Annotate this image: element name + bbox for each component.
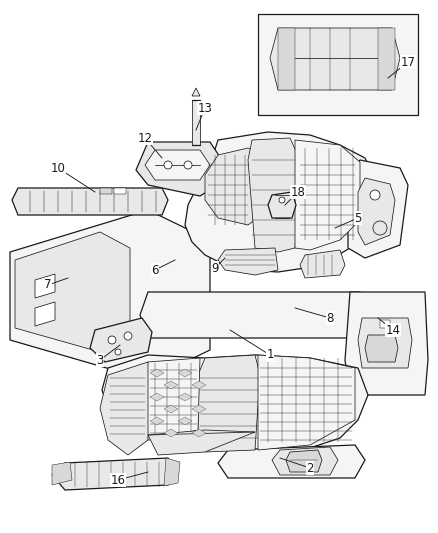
Polygon shape — [148, 358, 200, 440]
Polygon shape — [164, 381, 178, 389]
Text: 8: 8 — [326, 311, 334, 325]
Polygon shape — [114, 188, 126, 194]
Polygon shape — [286, 450, 322, 472]
Circle shape — [373, 221, 387, 235]
Circle shape — [370, 190, 380, 200]
Polygon shape — [164, 405, 178, 413]
Polygon shape — [150, 417, 164, 425]
Polygon shape — [100, 188, 112, 194]
Polygon shape — [164, 458, 180, 486]
Polygon shape — [10, 210, 210, 380]
Polygon shape — [178, 393, 192, 401]
Polygon shape — [258, 14, 418, 115]
Circle shape — [279, 197, 285, 203]
Text: 14: 14 — [385, 324, 400, 336]
Circle shape — [184, 161, 192, 169]
Polygon shape — [248, 138, 300, 252]
Polygon shape — [192, 381, 206, 389]
Polygon shape — [380, 320, 390, 328]
Polygon shape — [164, 429, 178, 437]
Polygon shape — [270, 28, 400, 90]
Text: 3: 3 — [96, 353, 104, 367]
Polygon shape — [148, 430, 255, 455]
Circle shape — [164, 161, 172, 169]
Text: 6: 6 — [151, 263, 159, 277]
Text: 2: 2 — [306, 462, 314, 474]
Polygon shape — [178, 369, 192, 377]
Text: 12: 12 — [138, 132, 152, 144]
Text: 1: 1 — [266, 349, 274, 361]
Text: 16: 16 — [110, 473, 126, 487]
Polygon shape — [272, 447, 338, 475]
Polygon shape — [192, 429, 206, 437]
Text: 10: 10 — [50, 161, 65, 174]
Polygon shape — [12, 188, 168, 215]
Polygon shape — [150, 369, 164, 377]
Polygon shape — [52, 458, 178, 490]
Text: 9: 9 — [211, 262, 219, 274]
Polygon shape — [365, 335, 398, 362]
Polygon shape — [358, 318, 412, 368]
Polygon shape — [100, 362, 155, 455]
Polygon shape — [192, 100, 200, 145]
Text: 5: 5 — [354, 212, 362, 224]
Circle shape — [115, 349, 121, 355]
Polygon shape — [358, 178, 395, 245]
Polygon shape — [150, 393, 164, 401]
Polygon shape — [145, 150, 210, 180]
Polygon shape — [15, 232, 130, 352]
Circle shape — [108, 336, 116, 344]
Polygon shape — [218, 445, 365, 478]
Text: 18: 18 — [290, 185, 305, 198]
Polygon shape — [218, 248, 278, 275]
Polygon shape — [192, 88, 200, 96]
Text: 13: 13 — [198, 101, 212, 115]
Text: 17: 17 — [400, 55, 416, 69]
Polygon shape — [345, 292, 428, 395]
Polygon shape — [205, 148, 268, 225]
Polygon shape — [35, 302, 55, 326]
Polygon shape — [198, 355, 260, 452]
Polygon shape — [102, 355, 368, 452]
Polygon shape — [258, 355, 355, 450]
Polygon shape — [90, 318, 152, 362]
Polygon shape — [192, 405, 206, 413]
Polygon shape — [268, 192, 296, 218]
Text: 7: 7 — [44, 279, 52, 292]
Polygon shape — [295, 140, 360, 250]
Polygon shape — [185, 132, 375, 272]
Polygon shape — [278, 28, 295, 90]
Polygon shape — [300, 250, 345, 278]
Polygon shape — [378, 28, 395, 90]
Polygon shape — [140, 292, 368, 338]
Circle shape — [124, 332, 132, 340]
Polygon shape — [136, 142, 222, 196]
Polygon shape — [348, 160, 408, 258]
Polygon shape — [35, 274, 55, 298]
Polygon shape — [178, 417, 192, 425]
Polygon shape — [52, 462, 72, 485]
